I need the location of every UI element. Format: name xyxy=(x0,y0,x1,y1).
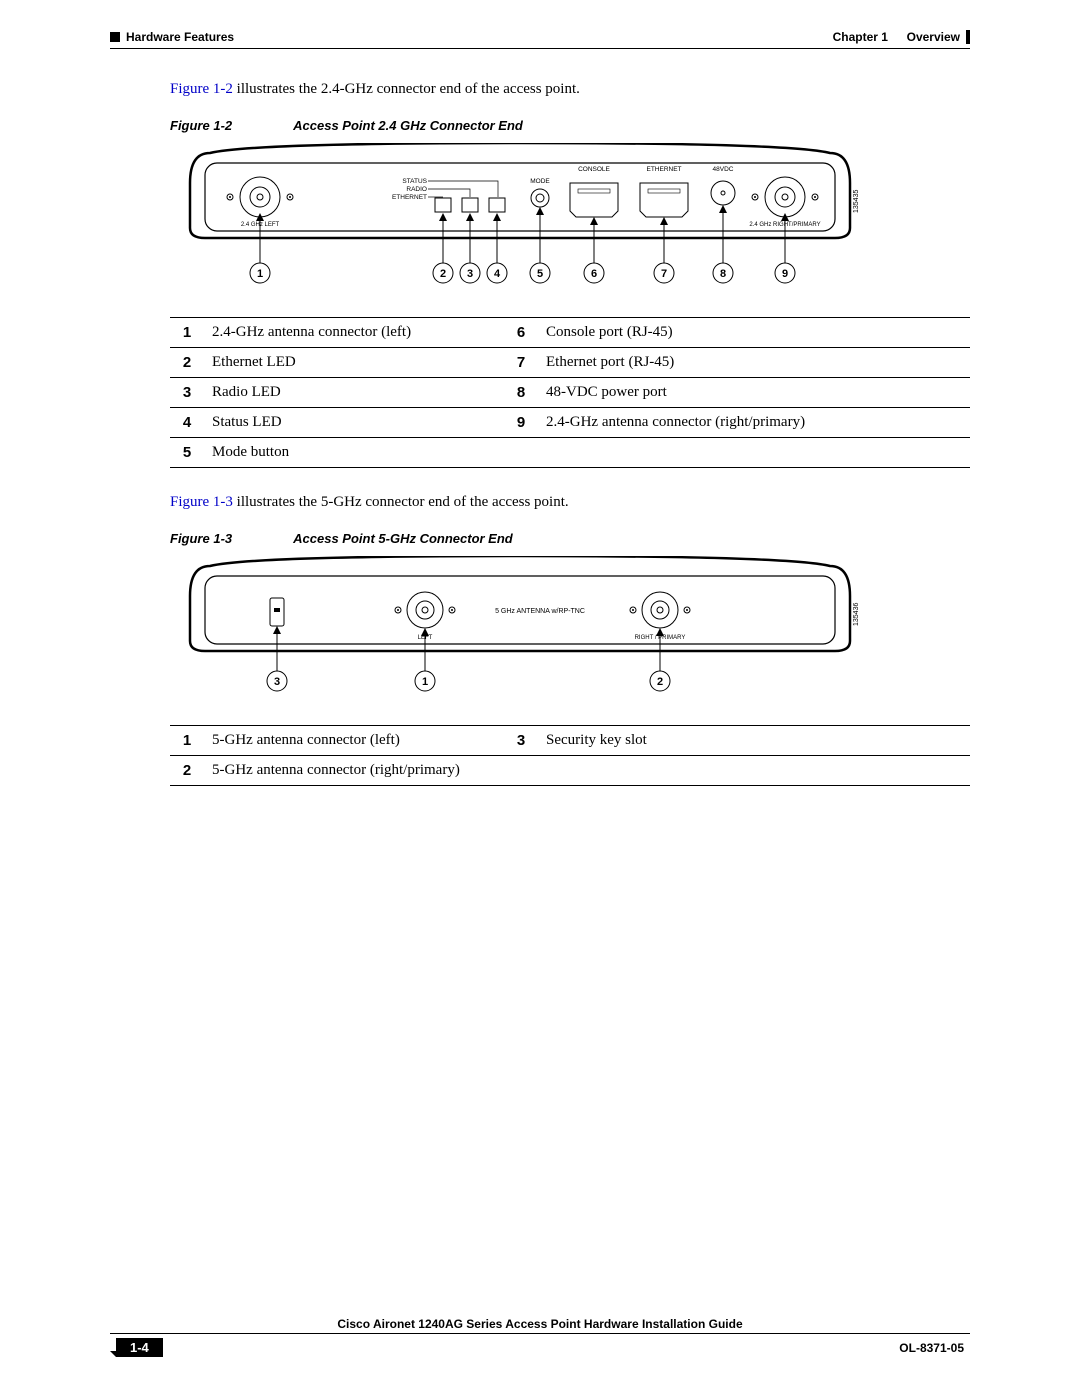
svg-text:5 GHz ANTENNA w/RP-TNC: 5 GHz ANTENNA w/RP-TNC xyxy=(495,608,585,615)
header-chapter: Chapter 1 xyxy=(833,30,888,44)
page-header: Hardware Features Chapter 1 Overview xyxy=(110,30,970,44)
figure-1-3-callout-table: 15-GHz antenna connector (left)3Security… xyxy=(170,725,970,786)
table-cell: 48-VDC power port xyxy=(538,378,970,408)
svg-text:1: 1 xyxy=(422,676,428,688)
header-bar-icon xyxy=(966,30,970,44)
table-cell: Ethernet port (RJ-45) xyxy=(538,348,970,378)
figure-1-2-number: Figure 1-2 xyxy=(170,118,290,133)
intro-2-rest: illustrates the 5-GHz connector end of t… xyxy=(233,494,569,510)
table-row: 15-GHz antenna connector (left)3Security… xyxy=(170,726,970,756)
svg-text:MODE: MODE xyxy=(530,178,550,185)
svg-text:48VDC: 48VDC xyxy=(713,166,734,173)
table-cell: Ethernet LED xyxy=(204,348,504,378)
figure-1-3-xref: Figure 1-3 xyxy=(170,494,233,510)
svg-text:RADIO: RADIO xyxy=(406,186,427,193)
table1-body: 12.4-GHz antenna connector (left)6Consol… xyxy=(170,318,970,468)
header-square-icon xyxy=(110,32,120,42)
table-cell: Radio LED xyxy=(204,378,504,408)
svg-text:135435: 135435 xyxy=(853,190,860,213)
intro-paragraph-1: Figure 1-2 illustrates the 2.4-GHz conne… xyxy=(170,79,970,100)
table-row: 2Ethernet LED7Ethernet port (RJ-45) xyxy=(170,348,970,378)
svg-text:ETHERNET: ETHERNET xyxy=(646,166,681,173)
table-cell: 7 xyxy=(504,348,538,378)
figure-1-3-number: Figure 1-3 xyxy=(170,531,290,546)
svg-text:3: 3 xyxy=(274,676,280,688)
svg-text:6: 6 xyxy=(591,268,597,280)
table-cell xyxy=(538,756,970,786)
intro-paragraph-2: Figure 1-3 illustrates the 5-GHz connect… xyxy=(170,492,970,513)
table-cell: 2 xyxy=(170,348,204,378)
table-cell: 5-GHz antenna connector (right/primary) xyxy=(204,756,504,786)
table-cell: Status LED xyxy=(204,408,504,438)
svg-text:4: 4 xyxy=(494,268,501,280)
figure-1-2-title: Access Point 2.4 GHz Connector End xyxy=(293,118,523,133)
svg-text:CONSOLE: CONSOLE xyxy=(578,166,610,173)
figure-1-3-title: Access Point 5-GHz Connector End xyxy=(293,531,513,546)
intro-1-rest: illustrates the 2.4-GHz connector end of… xyxy=(233,81,580,97)
table-cell: 2 xyxy=(170,756,204,786)
svg-text:9: 9 xyxy=(782,268,788,280)
table-cell: Security key slot xyxy=(538,726,970,756)
table-cell xyxy=(504,756,538,786)
figure-1-2-callout-table: 12.4-GHz antenna connector (left)6Consol… xyxy=(170,317,970,468)
footer-doc-id: OL-8371-05 xyxy=(899,1341,964,1355)
table-cell: 3 xyxy=(504,726,538,756)
svg-text:ETHERNET: ETHERNET xyxy=(392,194,427,201)
table-cell: Mode button xyxy=(204,438,504,468)
svg-text:2: 2 xyxy=(440,268,446,280)
table-cell: 1 xyxy=(170,726,204,756)
table-row: 12.4-GHz antenna connector (left)6Consol… xyxy=(170,318,970,348)
table-cell: 2.4-GHz antenna connector (left) xyxy=(204,318,504,348)
table-cell: 6 xyxy=(504,318,538,348)
svg-text:8: 8 xyxy=(720,268,726,280)
table-cell: 4 xyxy=(170,408,204,438)
table-row: 3Radio LED848-VDC power port xyxy=(170,378,970,408)
table2-body: 15-GHz antenna connector (left)3Security… xyxy=(170,726,970,786)
table-cell xyxy=(504,438,538,468)
svg-text:STATUS: STATUS xyxy=(402,178,427,185)
table-cell: 8 xyxy=(504,378,538,408)
svg-text:7: 7 xyxy=(661,268,667,280)
figure-1-3-diagram: LEFT 5 GHz ANTENNA w/RP-TNC RIGHT / PRIM… xyxy=(170,556,970,711)
table-cell: 1 xyxy=(170,318,204,348)
table-cell: Console port (RJ-45) xyxy=(538,318,970,348)
table-cell: 9 xyxy=(504,408,538,438)
svg-text:2: 2 xyxy=(657,676,663,688)
table-row: 5Mode button xyxy=(170,438,970,468)
footer-guide-title: Cisco Aironet 1240AG Series Access Point… xyxy=(337,1317,742,1331)
figure-1-2-caption: Figure 1-2 Access Point 2.4 GHz Connecto… xyxy=(170,118,970,133)
figure-1-2-xref: Figure 1-2 xyxy=(170,81,233,97)
svg-text:5: 5 xyxy=(537,268,543,280)
table-cell: 5-GHz antenna connector (left) xyxy=(204,726,504,756)
footer-page-number: 1-4 xyxy=(116,1338,163,1357)
table-cell: 2.4-GHz antenna connector (right/primary… xyxy=(538,408,970,438)
page-footer: Cisco Aironet 1240AG Series Access Point… xyxy=(110,1317,970,1357)
svg-text:3: 3 xyxy=(467,268,473,280)
svg-text:135436: 135436 xyxy=(853,603,860,626)
figure-1-3-caption: Figure 1-3 Access Point 5-GHz Connector … xyxy=(170,531,970,546)
header-chapter-title: Overview xyxy=(907,30,960,44)
table-cell: 3 xyxy=(170,378,204,408)
figure-1-2-diagram: 2.4 GHz LEFT STATUS RADIO ETHERNET MODE xyxy=(170,143,970,303)
table-cell xyxy=(538,438,970,468)
table-row: 4Status LED92.4-GHz antenna connector (r… xyxy=(170,408,970,438)
header-rule xyxy=(110,48,970,49)
header-section: Hardware Features xyxy=(126,30,234,44)
table-row: 25-GHz antenna connector (right/primary) xyxy=(170,756,970,786)
svg-text:1: 1 xyxy=(257,268,263,280)
table-cell: 5 xyxy=(170,438,204,468)
